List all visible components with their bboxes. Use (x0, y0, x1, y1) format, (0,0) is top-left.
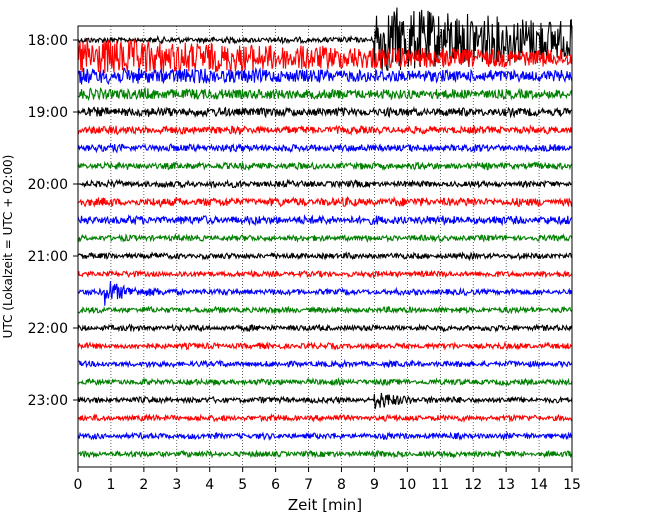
x-tick-label: 13 (497, 477, 515, 493)
x-tick-label: 11 (431, 477, 449, 493)
x-tick-label: 15 (563, 477, 581, 493)
trace-5 (77, 124, 573, 136)
trace-21 (77, 412, 573, 423)
trace-7 (77, 160, 573, 172)
x-tick-label: 3 (172, 477, 181, 493)
trace-8 (77, 178, 573, 189)
trace-11 (77, 233, 573, 244)
y-axis-ticks: 18:00 19:00 20:00 21:00 22:00 23:00 (28, 33, 78, 409)
x-tick-label: 14 (530, 477, 548, 493)
y-axis-label: UTC (Lokalzeit = UTC + 02:00) (1, 155, 15, 339)
trace-9 (77, 195, 573, 209)
trace-18 (77, 358, 573, 369)
x-tick-label: 9 (370, 477, 379, 493)
y-tick-label: 20:00 (28, 177, 68, 193)
trace-2 (77, 66, 573, 86)
y-tick-label: 18:00 (28, 33, 68, 49)
trace-13 (77, 269, 573, 279)
x-tick-label: 2 (139, 477, 148, 493)
y-tick-label: 23:00 (28, 393, 68, 409)
trace-12 (77, 251, 573, 262)
y-tick-label: 21:00 (28, 249, 68, 265)
x-tick-label: 5 (238, 477, 247, 493)
trace-22 (77, 430, 573, 441)
trace-20 (77, 392, 573, 410)
trace-14 (77, 281, 573, 306)
trace-17 (77, 340, 573, 351)
x-tick-label: 4 (205, 477, 214, 493)
trace-0 (77, 7, 573, 71)
x-tick-label: 7 (304, 477, 313, 493)
y-tick-label: 22:00 (28, 321, 68, 337)
y-tick-label: 19:00 (28, 105, 68, 121)
x-axis-label: Zeit [min] (288, 496, 362, 514)
trace-3 (77, 86, 573, 102)
trace-10 (77, 213, 573, 227)
seismogram-traces (77, 7, 573, 459)
trace-4 (77, 106, 573, 119)
trace-23 (77, 449, 573, 459)
x-axis-ticks: 0 1 2 3 4 5 6 7 8 9 10 11 12 13 14 15 (74, 467, 581, 493)
trace-16 (77, 323, 573, 333)
x-tick-label: 8 (337, 477, 346, 493)
trace-15 (77, 305, 573, 315)
x-tick-label: 12 (464, 477, 482, 493)
x-tick-label: 6 (271, 477, 280, 493)
trace-19 (77, 377, 573, 387)
plot-frame (77, 25, 573, 468)
x-tick-label: 0 (74, 477, 83, 493)
x-tick-label: 1 (106, 477, 115, 493)
trace-6 (77, 142, 573, 154)
x-tick-label: 10 (398, 477, 416, 493)
trace-1 (77, 38, 573, 74)
